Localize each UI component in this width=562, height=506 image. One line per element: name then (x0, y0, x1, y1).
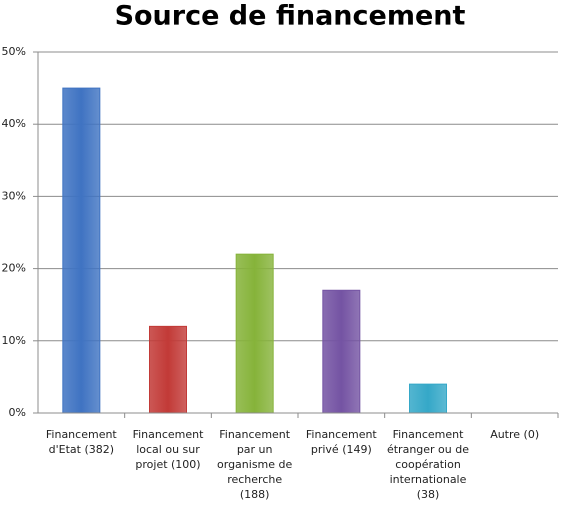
bar (322, 289, 361, 414)
y-tick-label: 0% (9, 406, 26, 419)
y-tick-label: 50% (2, 45, 26, 58)
x-tick-label: Autre (0) (490, 428, 539, 441)
chart-title: Source de financement (115, 1, 466, 32)
bar (62, 87, 101, 414)
x-tick-label: Financement d'Etat (382) (46, 428, 118, 456)
y-tick-label: 20% (2, 262, 26, 275)
y-tick-label: 40% (2, 117, 26, 130)
x-tick-label: Financement étranger ou de coopération inte… (387, 428, 469, 501)
bar (409, 383, 447, 414)
bar (149, 325, 187, 414)
x-tick-label: Financement privé (149) (306, 428, 378, 456)
x-tick-label: Financement local ou sur projet (100) (133, 428, 205, 471)
y-tick-label: 10% (2, 334, 26, 347)
x-tick-label: Financement par un organisme de recherche (1… (217, 428, 293, 501)
y-tick-label: 30% (2, 189, 26, 202)
bar (235, 253, 274, 414)
